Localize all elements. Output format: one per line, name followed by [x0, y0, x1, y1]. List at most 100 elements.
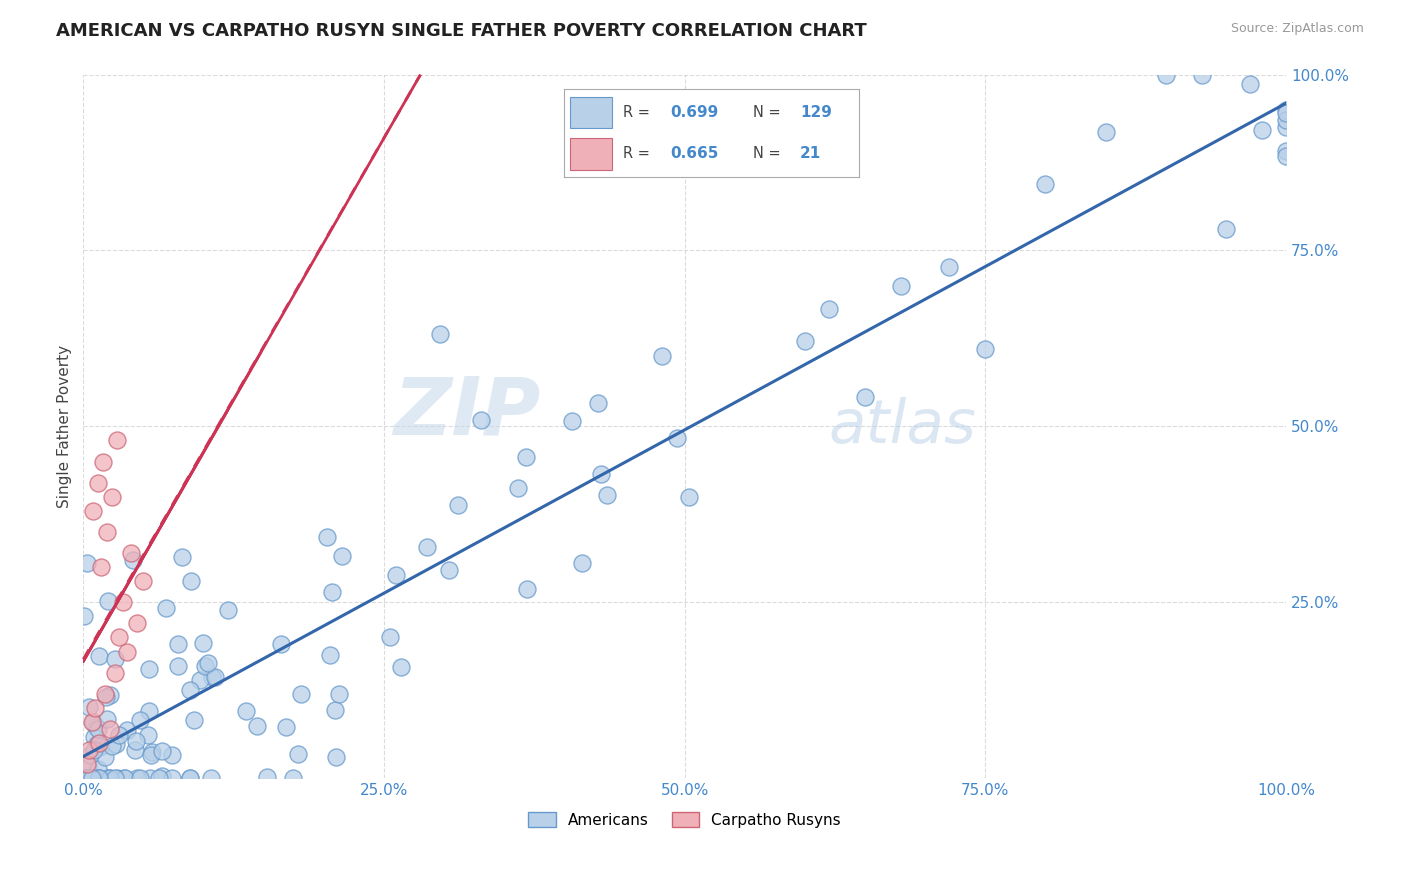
- Point: [1215, 221, 1237, 235]
- Point: [105, 737, 128, 751]
- Point: [80, 714, 103, 729]
- Point: [245, 719, 267, 733]
- Point: [91, 454, 114, 468]
- Point: [179, 771, 201, 785]
- Point: [1094, 125, 1116, 139]
- Point: [651, 349, 673, 363]
- Point: [111, 595, 134, 609]
- Point: [76, 757, 98, 772]
- Point: [678, 490, 700, 504]
- Point: [1251, 123, 1274, 137]
- Point: [87, 649, 110, 664]
- Point: [274, 721, 297, 735]
- Text: AMERICAN VS CARPATHO RUSYN SINGLE FATHER POVERTY CORRELATION CHART: AMERICAN VS CARPATHO RUSYN SINGLE FATHER…: [56, 22, 868, 40]
- Point: [204, 670, 226, 684]
- Point: [76, 557, 98, 571]
- Point: [76, 771, 98, 785]
- Point: [166, 659, 188, 673]
- Point: [98, 771, 121, 785]
- Point: [89, 771, 111, 785]
- Point: [429, 327, 451, 342]
- Point: [283, 771, 305, 785]
- Point: [83, 743, 105, 757]
- Point: [115, 723, 138, 738]
- Point: [385, 568, 408, 582]
- Point: [1191, 68, 1213, 82]
- Point: [325, 749, 347, 764]
- Point: [124, 743, 146, 757]
- Point: [94, 687, 117, 701]
- Point: [589, 467, 612, 482]
- Point: [82, 504, 104, 518]
- Point: [94, 690, 117, 705]
- Point: [180, 574, 202, 589]
- Point: [235, 704, 257, 718]
- Point: [98, 771, 121, 785]
- Point: [89, 739, 111, 753]
- Point: [1239, 77, 1261, 91]
- Point: [138, 771, 160, 785]
- Point: [516, 582, 538, 597]
- Point: [571, 556, 593, 570]
- Point: [87, 722, 110, 736]
- Point: [183, 713, 205, 727]
- Point: [197, 657, 219, 671]
- Point: [1275, 149, 1298, 163]
- Point: [200, 771, 222, 785]
- Text: ZIP: ZIP: [392, 373, 540, 451]
- Point: [1275, 112, 1298, 127]
- Point: [1275, 103, 1298, 117]
- Point: [217, 602, 239, 616]
- Point: [596, 488, 619, 502]
- Point: [1275, 144, 1298, 158]
- Point: [105, 771, 128, 785]
- Point: [87, 475, 110, 490]
- Point: [115, 644, 138, 658]
- Point: [155, 601, 177, 615]
- Y-axis label: Single Father Poverty: Single Father Poverty: [58, 345, 72, 508]
- Point: [129, 771, 152, 785]
- Point: [470, 413, 492, 427]
- Point: [105, 434, 128, 448]
- Point: [97, 771, 120, 785]
- Point: [114, 771, 136, 785]
- Point: [98, 722, 121, 736]
- Point: [125, 734, 148, 748]
- Point: [103, 665, 125, 680]
- Point: [79, 743, 101, 757]
- Point: [89, 771, 111, 785]
- Point: [150, 744, 173, 758]
- Point: [150, 769, 173, 783]
- Point: [160, 771, 183, 785]
- Point: [139, 748, 162, 763]
- Point: [121, 553, 143, 567]
- Point: [84, 771, 107, 785]
- Point: [80, 771, 103, 785]
- Point: [136, 728, 159, 742]
- Point: [86, 737, 108, 751]
- Text: Source: ZipAtlas.com: Source: ZipAtlas.com: [1230, 22, 1364, 36]
- Point: [138, 663, 160, 677]
- Point: [890, 279, 912, 293]
- Point: [77, 700, 100, 714]
- Point: [128, 713, 150, 727]
- Point: [315, 530, 337, 544]
- Point: [87, 736, 110, 750]
- Point: [148, 771, 170, 785]
- Point: [1035, 178, 1057, 192]
- Point: [332, 549, 354, 563]
- Point: [104, 652, 127, 666]
- Point: [82, 714, 104, 729]
- Point: [1275, 106, 1298, 120]
- Point: [77, 771, 100, 785]
- Point: [188, 673, 211, 687]
- Text: atlas: atlas: [830, 397, 977, 456]
- Point: [793, 334, 815, 348]
- Point: [96, 524, 118, 539]
- Point: [87, 771, 110, 785]
- Point: [87, 762, 110, 776]
- Point: [818, 301, 841, 316]
- Point: [108, 631, 131, 645]
- Point: [380, 630, 402, 644]
- Point: [938, 260, 960, 274]
